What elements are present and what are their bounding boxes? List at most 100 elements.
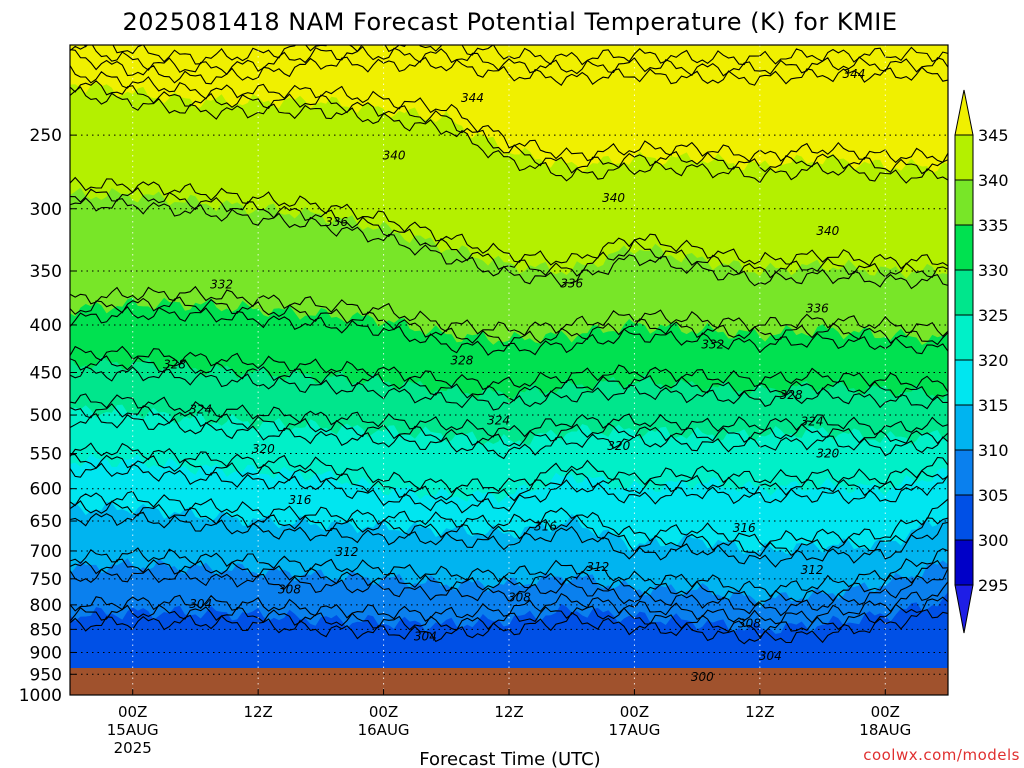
contour-label: 328	[451, 354, 474, 368]
colorbar-box	[954, 269, 974, 316]
contour-line	[70, 581, 948, 625]
contour-label: 308	[508, 591, 531, 605]
contour-label: 336	[560, 277, 583, 291]
contour-label: 340	[602, 191, 625, 205]
contour-label: 316	[534, 520, 557, 534]
contour-line	[70, 176, 948, 270]
colorbar-box	[954, 449, 974, 496]
contour-line	[70, 296, 948, 347]
x-axis-label: Forecast Time (UTC)	[419, 749, 600, 768]
contour-label: 336	[806, 301, 829, 315]
x-tick-label: 00Z	[620, 703, 649, 721]
color-bands	[70, 45, 948, 695]
colorbar-label: 345	[978, 126, 1009, 145]
contour-label: 340	[383, 149, 406, 163]
colorbar-label: 310	[978, 441, 1009, 460]
contour-line	[70, 596, 948, 639]
y-axis: 250 300 350 400 450 500 550 600 650 700 750 800 850 9…	[19, 126, 76, 706]
colorbar-label: 335	[978, 216, 1009, 235]
contour-line	[70, 45, 948, 77]
colorbar-label: 340	[978, 171, 1009, 190]
colorbar-box	[954, 134, 974, 181]
contour-label: 336	[325, 215, 348, 229]
y-tick-label: 300	[30, 200, 62, 220]
contour-label: 308	[278, 582, 301, 596]
contour-labels: 344 344 340 340 340 336 336 336 332 332 328 328 328 3…	[163, 67, 865, 684]
colorbar-box	[954, 539, 974, 586]
contour-label: 312	[801, 563, 824, 577]
contour-line	[70, 65, 948, 164]
x-tick-label: 12Z	[243, 703, 272, 721]
chart-title: 2025081418 NAM Forecast Potential Temper…	[122, 8, 897, 36]
contour-label: 316	[288, 493, 311, 507]
contour-line	[70, 80, 948, 175]
contour-label: 304	[414, 629, 437, 643]
band-350	[70, 45, 948, 77]
x-tick-label: 12Z	[745, 703, 774, 721]
y-tick-label: 1000	[19, 686, 62, 706]
y-tick-label: 400	[30, 316, 62, 336]
y-tick-label: 850	[30, 620, 62, 640]
x-tick-label: 00Z	[871, 703, 900, 721]
colorbar-arrow-low	[954, 584, 974, 634]
colorbar-label: 300	[978, 531, 1009, 550]
colorbar-box	[954, 224, 974, 271]
contour-label: 300	[691, 670, 714, 684]
contour-label: 328	[780, 388, 803, 402]
x-tick-date: 15AUG	[107, 721, 159, 739]
contour-label: 316	[733, 521, 756, 535]
x-tick-label: 00Z	[369, 703, 398, 721]
y-tick-label: 350	[30, 262, 62, 282]
contour-label: 344	[842, 67, 865, 81]
y-tick-label: 550	[30, 445, 62, 465]
contour-label: 324	[801, 414, 824, 428]
contour-line	[70, 86, 948, 184]
contour-label: 304	[189, 597, 212, 611]
x-tick-date: 18AUG	[859, 721, 911, 739]
y-tick-label: 600	[30, 480, 62, 500]
colorbar-label: 330	[978, 261, 1009, 280]
y-tick-label: 700	[30, 542, 62, 562]
contour-label: 304	[759, 649, 782, 663]
contour-line	[70, 49, 948, 86]
colorbar-box	[954, 314, 974, 361]
contour-label: 332	[210, 278, 233, 292]
y-tick-label: 250	[30, 126, 62, 146]
contour-line	[70, 462, 948, 514]
contour-label: 320	[252, 442, 275, 456]
y-tick-label: 500	[30, 406, 62, 426]
contour-label: 324	[487, 414, 510, 428]
contour-line	[70, 442, 948, 494]
y-tick-label: 450	[30, 364, 62, 384]
colorbar-label: 325	[978, 306, 1009, 325]
x-tick-label: 00Z	[118, 703, 147, 721]
colorbar-box	[954, 359, 974, 406]
y-tick-label: 900	[30, 643, 62, 663]
colorbar-label: 305	[978, 486, 1009, 505]
credit-link[interactable]: coolwx.com/models	[863, 746, 1020, 764]
contour-label: 340	[816, 224, 839, 238]
colorbar-arrow-high	[954, 89, 974, 136]
colorbar-box	[954, 494, 974, 541]
colorbar-label: 295	[978, 576, 1009, 595]
y-tick-label: 950	[30, 665, 62, 685]
x-tick-date: 16AUG	[358, 721, 410, 739]
y-tick-label: 750	[30, 570, 62, 590]
colorbar-box	[954, 404, 974, 451]
contour-label: 344	[461, 91, 484, 105]
x-tick-date: 17AUG	[608, 721, 660, 739]
contour-label: 312	[336, 545, 359, 559]
grid-lines	[70, 45, 948, 696]
contour-label: 324	[189, 402, 212, 416]
colorbar-label: 320	[978, 351, 1009, 370]
contour-label: 312	[586, 560, 609, 574]
contour-line	[70, 305, 948, 356]
y-tick-label: 800	[30, 596, 62, 616]
y-tick-label: 650	[30, 512, 62, 532]
contour-line	[70, 511, 948, 568]
contour-line	[70, 403, 948, 447]
colorbar: 295 300 305 310 315 320 325 330 335 340 345	[954, 89, 1009, 634]
contour-label: 328	[163, 357, 186, 371]
